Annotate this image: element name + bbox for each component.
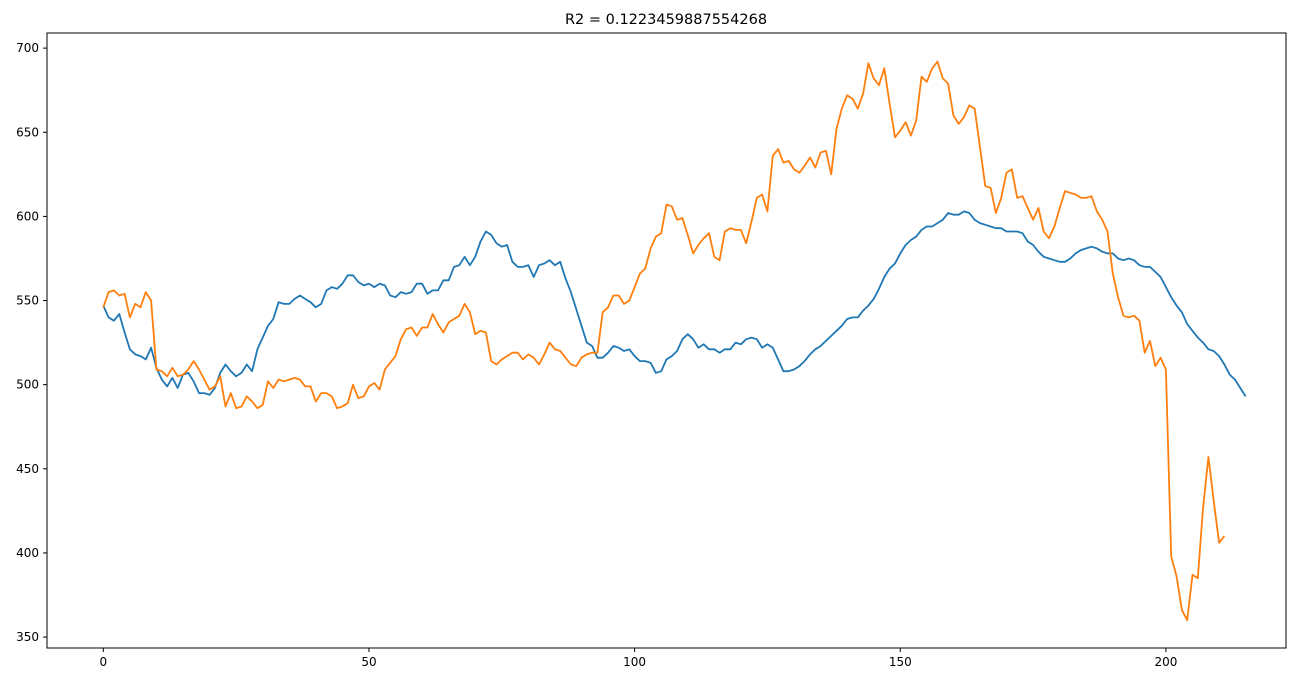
x-tick-label: 100 [623,655,646,669]
y-tick-label: 550 [16,294,39,308]
y-tick-label: 500 [16,378,39,392]
y-tick-label: 450 [16,462,39,476]
x-tick-label: 150 [889,655,912,669]
y-tick-label: 650 [16,125,39,139]
x-tick-label: 200 [1154,655,1177,669]
chart-title: R2 = 0.1223459887554268 [565,12,767,28]
plot-frame [46,32,1287,649]
x-axis: 0 50 100 150 200 [99,648,1177,669]
x-tick-label: 0 [99,655,107,669]
y-tick-label: 600 [16,209,39,223]
x-tick-label: 50 [361,655,376,669]
y-tick-label: 350 [16,630,39,644]
y-axis: 350 400 450 500 550 600 650 700 [16,41,47,644]
series-line-2 [102,60,1226,622]
y-tick-label: 700 [16,41,39,55]
series-line-1 [102,210,1247,397]
series-layer [102,60,1247,622]
y-tick-label: 400 [16,546,39,560]
